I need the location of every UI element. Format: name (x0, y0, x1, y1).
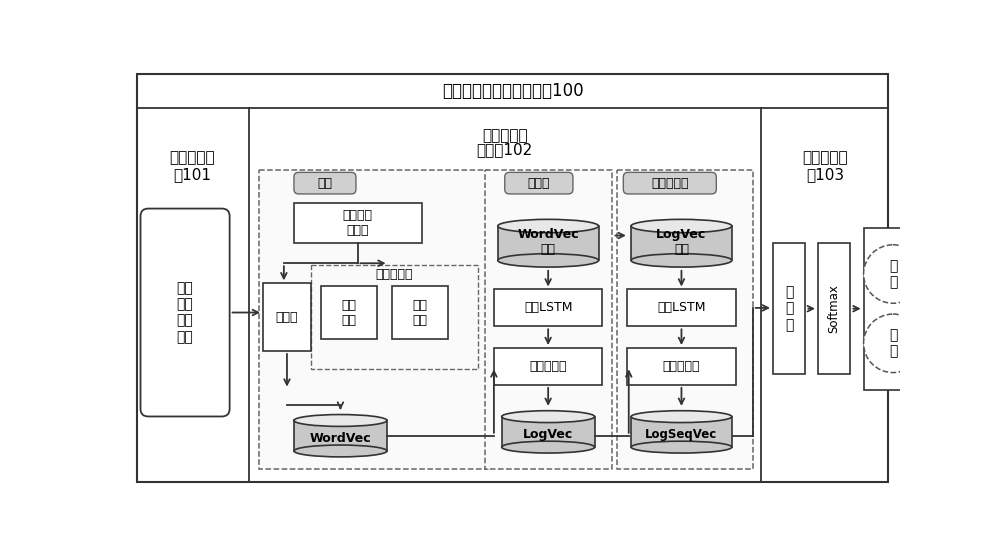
Bar (498, 226, 599, 261)
Text: 注意力机制: 注意力机制 (663, 360, 700, 373)
Bar (392, 285, 448, 339)
FancyBboxPatch shape (294, 172, 356, 194)
Text: LogVec
序列: LogVec 序列 (656, 228, 707, 256)
Text: 线
性
层: 线 性 层 (785, 285, 793, 332)
Text: 词层: 词层 (317, 177, 332, 190)
Bar (818, 243, 850, 374)
Text: 检测日志序列异常的装置100: 检测日志序列异常的装置100 (442, 82, 583, 100)
Ellipse shape (294, 445, 387, 457)
Bar (631, 417, 732, 447)
Text: 双向LSTM: 双向LSTM (657, 301, 706, 315)
Bar (294, 203, 422, 243)
Text: 成模块102: 成模块102 (477, 142, 533, 157)
Bar (494, 289, 602, 326)
Text: 获取
原始
日志
序列: 获取 原始 日志 序列 (176, 281, 193, 344)
Bar (617, 170, 753, 469)
Text: 异
常: 异 常 (889, 328, 897, 358)
Text: 数据获取模
块101: 数据获取模 块101 (170, 150, 215, 182)
Ellipse shape (631, 441, 732, 453)
Text: 词频
权重: 词频 权重 (413, 299, 428, 327)
Ellipse shape (498, 253, 599, 267)
Text: LogVec: LogVec (523, 428, 573, 441)
Text: Softmax: Softmax (828, 284, 841, 333)
Circle shape (864, 314, 922, 372)
Text: 日志层: 日志层 (528, 177, 550, 190)
Ellipse shape (631, 253, 732, 267)
Bar (502, 417, 595, 447)
Ellipse shape (502, 441, 595, 453)
Text: 注意力机制: 注意力机制 (529, 360, 567, 373)
Bar (321, 285, 377, 339)
Ellipse shape (498, 219, 599, 233)
Text: 正
常: 正 常 (889, 259, 897, 289)
Bar (311, 265, 478, 369)
Bar (494, 348, 602, 385)
Text: 异常检测模
块103: 异常检测模 块103 (802, 150, 848, 182)
Bar (259, 170, 488, 469)
FancyBboxPatch shape (140, 209, 230, 417)
Bar (485, 170, 612, 469)
Text: 词嵌入: 词嵌入 (276, 311, 298, 323)
Bar (627, 289, 736, 326)
Bar (294, 420, 387, 451)
Text: LogSeqVec: LogSeqVec (645, 428, 718, 441)
Text: 双向LSTM: 双向LSTM (524, 301, 572, 315)
Ellipse shape (631, 410, 732, 423)
Text: 词性
权重: 词性 权重 (341, 299, 356, 327)
Ellipse shape (631, 219, 732, 233)
Bar (631, 226, 732, 261)
Text: 日志数据
预处理: 日志数据 预处理 (342, 209, 372, 237)
Ellipse shape (502, 410, 595, 423)
Bar (627, 348, 736, 385)
Bar (773, 243, 805, 374)
Ellipse shape (294, 414, 387, 426)
Bar (864, 228, 939, 390)
FancyBboxPatch shape (623, 172, 716, 194)
Circle shape (864, 245, 922, 303)
FancyBboxPatch shape (505, 172, 573, 194)
Text: WordVec: WordVec (310, 431, 371, 445)
Text: 重要度计算: 重要度计算 (375, 268, 413, 280)
Text: 语义向量生: 语义向量生 (482, 128, 528, 143)
Text: WordVec
序列: WordVec 序列 (517, 228, 579, 256)
Text: 日志序列层: 日志序列层 (651, 177, 689, 190)
Bar (263, 283, 311, 351)
